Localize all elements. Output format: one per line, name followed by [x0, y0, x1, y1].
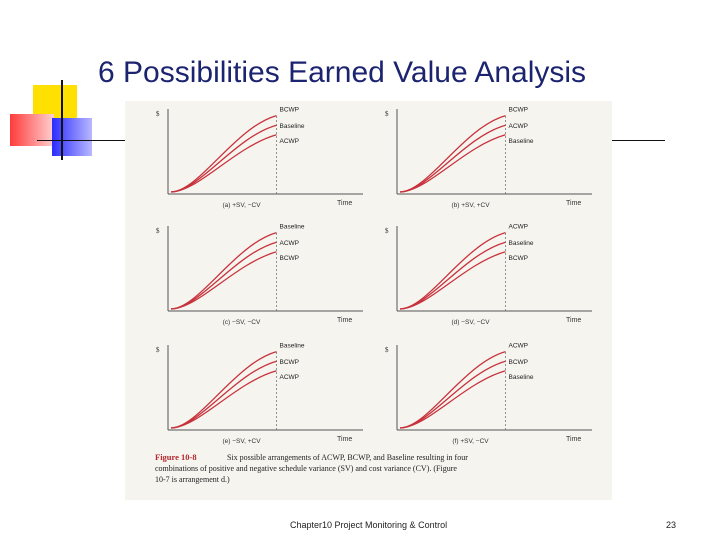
panel-f-curve-baseline — [399, 370, 506, 429]
panel-c-curve-acwp — [170, 241, 277, 310]
panel-c-curve-bcwp — [170, 251, 277, 310]
panel-c-label-bcwp: BCWP — [280, 255, 300, 262]
panel-f-label-bcwp: BCWP — [509, 359, 529, 366]
panel-e-curve-bcwp — [170, 360, 277, 429]
panel-a-caption: (a) +SV, −CV — [222, 202, 261, 209]
panel-c-x-label: Time — [337, 317, 352, 324]
panel-b-curve-bcwp — [399, 114, 506, 193]
slide-footer: Chapter10 Project Monitoring & Control — [290, 520, 448, 530]
panel-e-label-bcwp: BCWP — [280, 359, 300, 366]
panel-a-label-baseline: Baseline — [280, 123, 305, 130]
panel-a-label-bcwp: BCWP — [280, 107, 300, 114]
figure-caption-label: Figure 10-8 — [155, 452, 197, 462]
panel-d-label-bcwp: BCWP — [509, 255, 529, 262]
panel-e-curve-acwp — [170, 370, 277, 429]
panel-f-x-label: Time — [566, 436, 581, 443]
figure-caption-line: 10-7 is arrangement d.) — [155, 475, 230, 484]
panel-b-label-baseline: Baseline — [509, 138, 534, 145]
panel-d-label-baseline: Baseline — [509, 240, 534, 247]
panel-b-x-label: Time — [566, 200, 581, 207]
panel-c-label-baseline: Baseline — [280, 224, 305, 231]
panel-b-label-acwp: ACWP — [509, 123, 529, 130]
panel-c-curve-baseline — [170, 231, 277, 310]
panel-d-curve-baseline — [399, 241, 506, 310]
panel-c-caption: (c) −SV, −CV — [223, 319, 261, 326]
decor-blue-square — [52, 118, 92, 156]
panel-a-curve-bcwp — [170, 114, 277, 193]
panel-f-label-acwp: ACWP — [509, 343, 529, 350]
panel-b-caption: (b) +SV, +CV — [451, 202, 490, 209]
panel-f-y-label: $ — [385, 346, 389, 354]
panel-d-label-acwp: ACWP — [509, 224, 529, 231]
panel-e-label-baseline: Baseline — [280, 343, 305, 350]
panel-b-curve-baseline — [399, 134, 506, 193]
panel-a-x-label: Time — [337, 200, 352, 207]
panel-e-x-label: Time — [337, 436, 352, 443]
earned-value-chart-grid: $ Time (a) +SV, −CV BCWP Baseline ACWP $ Time (b… — [155, 107, 592, 484]
panel-d-curve-acwp — [399, 231, 506, 310]
decor-vertical-line — [61, 80, 63, 160]
decor-red-square — [10, 114, 54, 146]
panel-f-caption: (f) +SV, −CV — [452, 438, 489, 445]
panel-c-y-label: $ — [156, 227, 160, 235]
panel-b-label-bcwp: BCWP — [509, 107, 529, 114]
panel-b-curve-acwp — [399, 124, 506, 193]
panel-e-label-acwp: ACWP — [280, 374, 300, 381]
panel-d-caption: (d) −SV, −CV — [451, 319, 490, 326]
panel-b-y-label: $ — [385, 110, 389, 118]
panel-e-curve-baseline — [170, 350, 277, 429]
panel-a-y-label: $ — [156, 110, 160, 118]
panel-d-x-label: Time — [566, 317, 581, 324]
panel-f-label-baseline: Baseline — [509, 374, 534, 381]
panel-e-caption: (e) −SV, +CV — [222, 438, 261, 445]
panel-f-curve-bcwp — [399, 360, 506, 429]
panel-f-curve-acwp — [399, 350, 506, 429]
panel-a-curve-baseline — [170, 124, 277, 193]
figure-caption-line: Six possible arrangements of ACWP, BCWP,… — [227, 453, 468, 462]
earned-value-figure: $ Time (a) +SV, −CV BCWP Baseline ACWP $ Time (b… — [125, 101, 612, 500]
panel-d-curve-bcwp — [399, 251, 506, 310]
page-number: 23 — [666, 520, 677, 530]
slide-title: 6 Possibilities Earned Value Analysis — [98, 56, 587, 89]
figure-caption-line: combinations of positive and negative sc… — [155, 464, 457, 473]
panel-c-label-acwp: ACWP — [280, 240, 300, 247]
panel-a-curve-acwp — [170, 134, 277, 193]
panel-a-label-acwp: ACWP — [280, 138, 300, 145]
panel-e-y-label: $ — [156, 346, 160, 354]
panel-d-y-label: $ — [385, 227, 389, 235]
